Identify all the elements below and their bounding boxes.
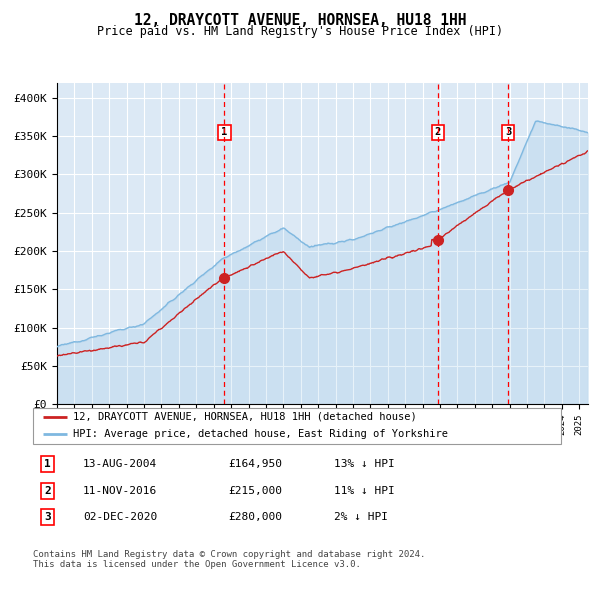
Text: 3: 3: [505, 127, 511, 137]
Text: £215,000: £215,000: [229, 486, 283, 496]
Text: £280,000: £280,000: [229, 512, 283, 522]
Text: Contains HM Land Registry data © Crown copyright and database right 2024.
This d: Contains HM Land Registry data © Crown c…: [33, 550, 425, 569]
Text: 1: 1: [221, 127, 227, 137]
Text: 1: 1: [44, 460, 51, 469]
Text: 13% ↓ HPI: 13% ↓ HPI: [334, 460, 395, 469]
Text: £164,950: £164,950: [229, 460, 283, 469]
Text: Price paid vs. HM Land Registry's House Price Index (HPI): Price paid vs. HM Land Registry's House …: [97, 25, 503, 38]
Text: 12, DRAYCOTT AVENUE, HORNSEA, HU18 1HH (detached house): 12, DRAYCOTT AVENUE, HORNSEA, HU18 1HH (…: [73, 412, 416, 422]
Text: HPI: Average price, detached house, East Riding of Yorkshire: HPI: Average price, detached house, East…: [73, 430, 448, 440]
Text: 12, DRAYCOTT AVENUE, HORNSEA, HU18 1HH: 12, DRAYCOTT AVENUE, HORNSEA, HU18 1HH: [134, 13, 466, 28]
Text: 11-NOV-2016: 11-NOV-2016: [83, 486, 157, 496]
FancyBboxPatch shape: [33, 408, 561, 444]
Text: 13-AUG-2004: 13-AUG-2004: [83, 460, 157, 469]
Text: 3: 3: [44, 512, 51, 522]
Text: 2% ↓ HPI: 2% ↓ HPI: [334, 512, 388, 522]
Text: 2: 2: [44, 486, 51, 496]
Text: 02-DEC-2020: 02-DEC-2020: [83, 512, 157, 522]
Text: 11% ↓ HPI: 11% ↓ HPI: [334, 486, 395, 496]
Text: 2: 2: [434, 127, 441, 137]
